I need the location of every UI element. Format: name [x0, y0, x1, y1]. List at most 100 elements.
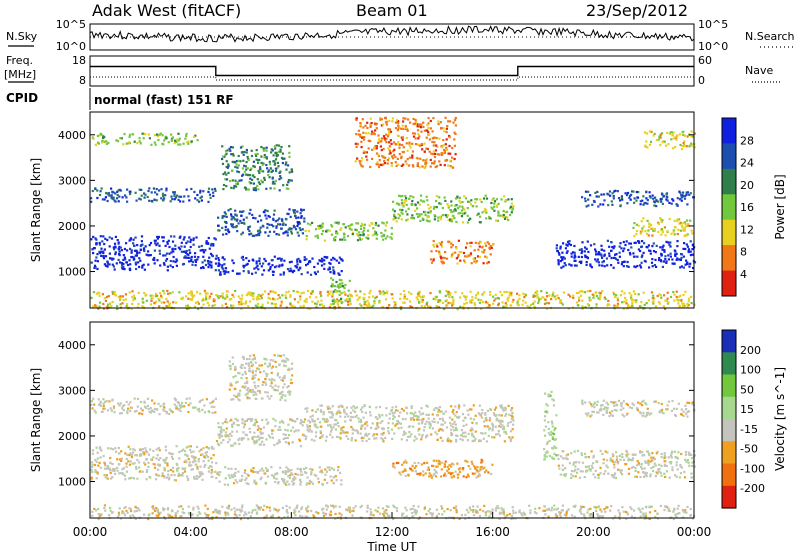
heatmap-cell	[414, 204, 417, 207]
heatmap-cell	[149, 303, 152, 306]
heatmap-cell	[332, 468, 336, 471]
heatmap-cell	[581, 299, 584, 302]
heatmap-cell	[90, 476, 93, 479]
heatmap-cell	[493, 299, 496, 302]
heatmap-cell	[277, 150, 280, 153]
heatmap-cell	[240, 478, 244, 481]
heatmap-cell	[443, 130, 446, 133]
heatmap-cell	[408, 141, 411, 144]
heatmap-cell	[480, 416, 484, 419]
heatmap-cell	[270, 395, 273, 398]
heatmap-cell	[123, 256, 126, 259]
heatmap-cell	[325, 470, 329, 473]
heatmap-cell	[393, 415, 396, 419]
heatmap-cell	[503, 431, 506, 434]
heatmap-cell	[372, 295, 375, 298]
heatmap-cell	[427, 203, 430, 206]
heatmap-cell	[632, 226, 635, 229]
heatmap-cell	[288, 477, 291, 480]
heatmap-cell	[223, 483, 226, 486]
heatmap-cell	[340, 258, 343, 261]
heatmap-cell	[231, 430, 234, 433]
heatmap-cell	[402, 289, 406, 293]
heatmap-cell	[382, 440, 385, 443]
heatmap-cell	[264, 381, 267, 384]
heatmap-cell	[339, 471, 342, 474]
heatmap-cell	[209, 244, 213, 247]
heatmap-cell	[659, 294, 662, 297]
heatmap-cell	[452, 121, 455, 124]
heatmap-cell	[422, 470, 425, 473]
heatmap-cell	[172, 191, 175, 194]
heatmap-cell	[420, 123, 423, 126]
heatmap-cell	[113, 199, 116, 202]
heatmap-cell	[402, 120, 405, 123]
heatmap-cell	[336, 411, 339, 414]
heatmap-cell	[217, 262, 220, 265]
heatmap-cell	[98, 134, 101, 137]
heatmap-cell	[281, 152, 284, 155]
heatmap-cell	[185, 242, 188, 245]
heatmap-cell	[116, 305, 119, 308]
heatmap-cell	[372, 434, 375, 437]
heatmap-cell	[208, 263, 211, 266]
heatmap-cell	[136, 405, 139, 408]
heatmap-cell	[188, 397, 191, 400]
heatmap-cell	[126, 200, 129, 203]
heatmap-cell	[484, 255, 487, 258]
heatmap-cell	[551, 293, 554, 296]
heatmap-cell	[329, 475, 332, 478]
heatmap-cell	[463, 212, 466, 215]
heatmap-cell	[343, 411, 346, 414]
heatmap-cell	[241, 474, 244, 478]
heatmap-cell	[276, 374, 279, 377]
heatmap-cell	[438, 417, 442, 421]
heatmap-cell	[92, 235, 95, 238]
heatmap-cell	[239, 297, 242, 300]
heatmap-cell	[281, 294, 284, 297]
heatmap-cell	[96, 189, 99, 192]
heatmap-cell	[274, 425, 277, 428]
heatmap-cell	[234, 289, 237, 293]
heatmap-cell	[385, 123, 388, 126]
heatmap-cell	[252, 423, 255, 426]
heatmap-cell	[224, 302, 227, 305]
heatmap-cell	[480, 461, 483, 464]
heatmap-cell	[203, 259, 206, 262]
heatmap-cell	[438, 202, 441, 205]
heatmap-cell	[567, 240, 570, 243]
heatmap-cell	[369, 414, 372, 417]
heatmap-cell	[447, 468, 450, 471]
heatmap-cell	[133, 397, 136, 400]
heatmap-cell	[98, 446, 102, 449]
heatmap-cell	[284, 394, 287, 397]
heatmap-cell	[299, 259, 302, 262]
heatmap-cell	[356, 142, 359, 146]
heatmap-cell	[433, 162, 436, 165]
heatmap-cell	[232, 304, 235, 307]
heatmap-cell	[636, 264, 639, 268]
heatmap-cell	[424, 213, 427, 217]
heatmap-cell	[667, 301, 670, 304]
heatmap-cell	[631, 302, 634, 305]
heatmap-cell	[652, 302, 655, 305]
heatmap-cell	[367, 432, 370, 436]
heatmap-cell	[210, 465, 213, 468]
heatmap-cell	[419, 295, 422, 298]
heatmap-cell	[358, 420, 361, 423]
heatmap-cell	[209, 402, 212, 405]
heatmap-cell	[224, 150, 228, 153]
heatmap-cell	[461, 201, 464, 204]
heatmap-cell	[445, 127, 448, 130]
heatmap-cell	[310, 480, 313, 483]
heatmap-cell	[185, 249, 188, 253]
heatmap-cell	[441, 262, 444, 265]
heatmap-cell	[247, 270, 250, 273]
heatmap-cell	[153, 249, 156, 252]
heatmap-cell	[311, 409, 314, 412]
heatmap-cell	[170, 251, 173, 254]
heatmap-cell	[639, 200, 642, 203]
heatmap-cell	[212, 243, 215, 246]
heatmap-cell	[231, 160, 234, 163]
heatmap-cell	[187, 458, 190, 461]
